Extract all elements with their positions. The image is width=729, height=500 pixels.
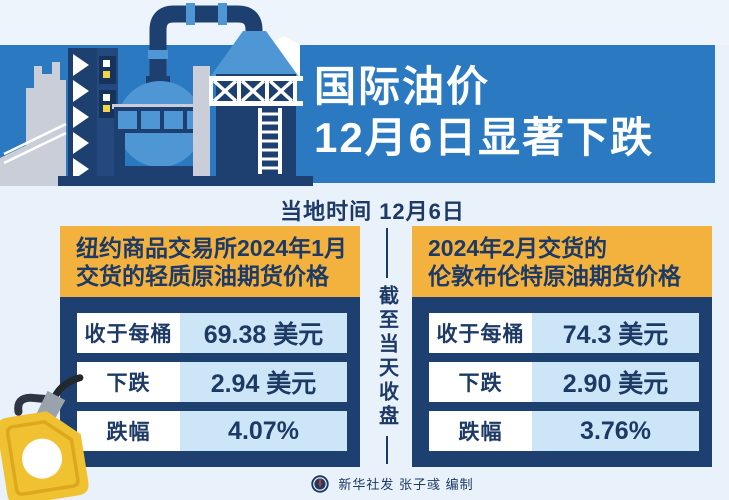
panel-nymex: 纽约商品交易所2024年1月 交货的轻质原油期货价格 收于每桶 69.38 美元…: [60, 226, 360, 467]
oil-can-illustration-icon: [0, 374, 89, 500]
panel-brent-header-line-2: 伦敦布伦特原油期货价格: [428, 263, 681, 289]
row-label-pct: 跌幅: [77, 411, 180, 451]
row-value-close: 69.38 美元: [180, 313, 347, 353]
panel-brent: 2024年2月交货的 伦敦布伦特原油期货价格 收于每桶 74.3 美元 下跌 2…: [412, 226, 712, 467]
xinhua-logo-icon: [311, 474, 330, 493]
divider-note: 截至当天收盘: [375, 228, 399, 464]
credit-text: 新华社发 张子彧 编制: [338, 477, 474, 492]
panel-nymex-body: 收于每桶 69.38 美元 下跌 2.94 美元 跌幅 4.07%: [60, 297, 360, 467]
panel-brent-header: 2024年2月交货的 伦敦布伦特原油期货价格: [412, 226, 712, 297]
table-row: 下跌 2.94 美元: [77, 362, 347, 402]
row-label-close: 收于每桶: [429, 313, 532, 353]
headline-line-1: 国际油价: [314, 63, 491, 110]
headline: 国际油价 12月6日显著下跌: [314, 61, 654, 163]
subtitle-local-time: 当地时间 12月6日: [280, 199, 465, 224]
table-row: 跌幅 4.07%: [77, 411, 347, 451]
panel-nymex-header-line-2: 交货的轻质原油期货价格: [76, 263, 329, 289]
row-value-close: 74.3 美元: [532, 313, 699, 353]
row-value-drop: 2.90 美元: [532, 362, 699, 402]
table-row: 收于每桶 69.38 美元: [77, 313, 347, 353]
row-value-drop: 2.94 美元: [180, 362, 347, 402]
top-background-strip: [0, 0, 729, 45]
headline-line-2: 12月6日显著下跌: [314, 114, 655, 161]
panel-brent-header-line-1: 2024年2月交货的: [428, 235, 607, 261]
panel-nymex-header: 纽约商品交易所2024年1月 交货的轻质原油期货价格: [60, 226, 360, 297]
panel-brent-body: 收于每桶 74.3 美元 下跌 2.90 美元 跌幅 3.76%: [412, 297, 712, 467]
row-value-pct: 3.76%: [532, 411, 699, 451]
row-label-drop: 下跌: [429, 362, 532, 402]
table-row: 下跌 2.90 美元: [429, 362, 699, 402]
row-label-close: 收于每桶: [77, 313, 180, 353]
oil-refinery-illustration-icon: [0, 3, 313, 186]
divider-line-top: [386, 228, 388, 278]
table-row: 收于每桶 74.3 美元: [429, 313, 699, 353]
table-row: 跌幅 3.76%: [429, 411, 699, 451]
row-label-pct: 跌幅: [429, 411, 532, 451]
divider-line-bottom: [386, 436, 388, 464]
panel-nymex-header-line-1: 纽约商品交易所2024年1月: [76, 235, 347, 261]
divider-vertical-text: 截至当天收盘: [375, 285, 398, 429]
row-label-drop: 下跌: [77, 362, 180, 402]
row-value-pct: 4.07%: [180, 411, 347, 451]
footer-credit: 新华社发 张子彧 编制: [56, 474, 729, 493]
